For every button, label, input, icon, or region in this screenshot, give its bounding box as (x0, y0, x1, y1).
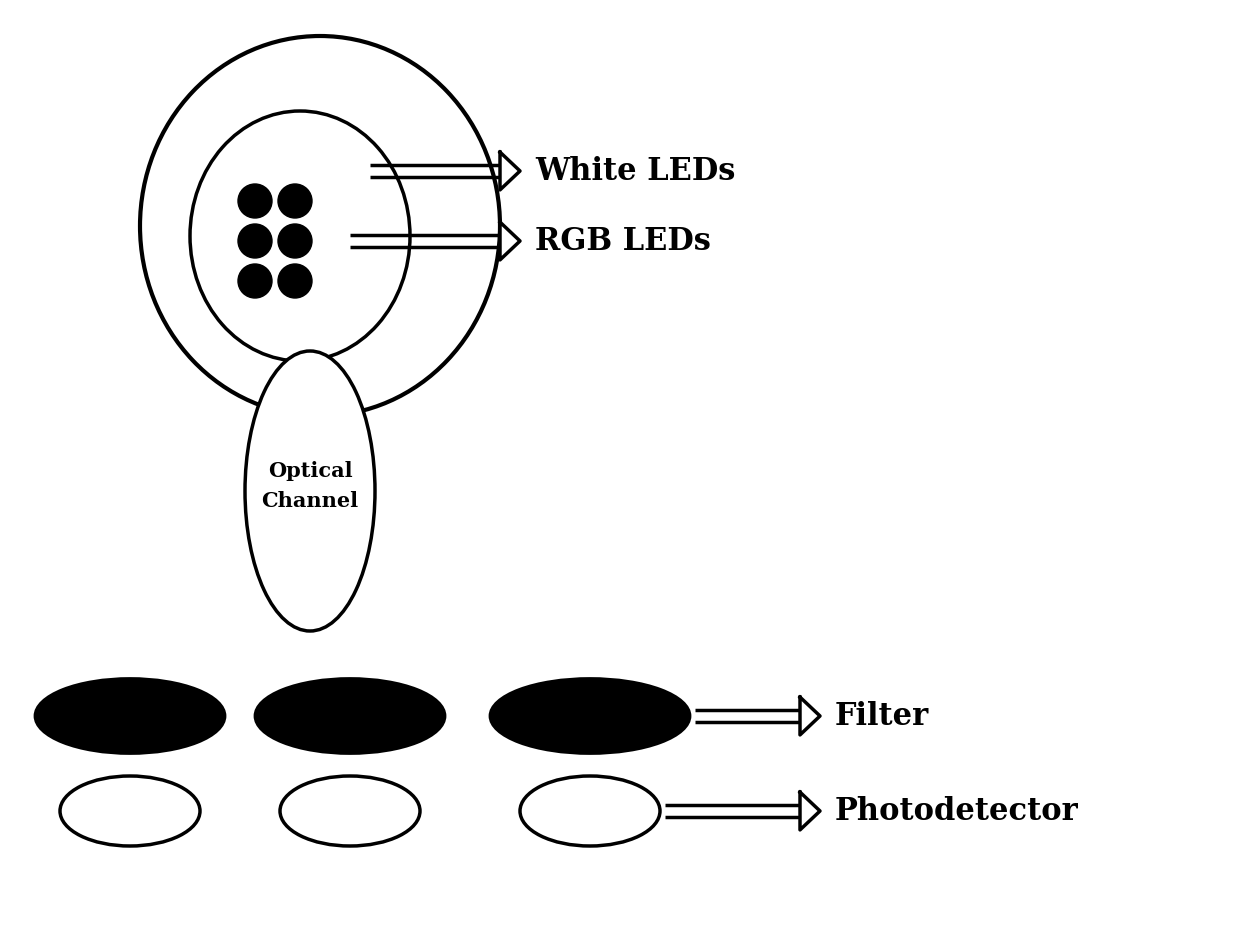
Circle shape (238, 184, 272, 218)
Circle shape (278, 224, 312, 258)
Polygon shape (500, 152, 520, 190)
Ellipse shape (60, 776, 200, 846)
Text: Filter: Filter (835, 700, 929, 731)
Ellipse shape (35, 678, 224, 754)
Polygon shape (800, 697, 820, 735)
Ellipse shape (280, 776, 420, 846)
Circle shape (278, 264, 312, 298)
Ellipse shape (255, 678, 445, 754)
Ellipse shape (520, 776, 660, 846)
Circle shape (238, 224, 272, 258)
Text: Channel: Channel (262, 491, 358, 511)
Text: Optical: Optical (268, 461, 352, 481)
Text: Photodetector: Photodetector (835, 796, 1079, 827)
Text: RGB LEDs: RGB LEDs (534, 225, 711, 256)
Polygon shape (800, 792, 820, 830)
Circle shape (238, 264, 272, 298)
Ellipse shape (246, 351, 374, 631)
Text: White LEDs: White LEDs (534, 155, 735, 186)
Ellipse shape (490, 678, 689, 754)
Polygon shape (500, 222, 520, 260)
Circle shape (278, 184, 312, 218)
